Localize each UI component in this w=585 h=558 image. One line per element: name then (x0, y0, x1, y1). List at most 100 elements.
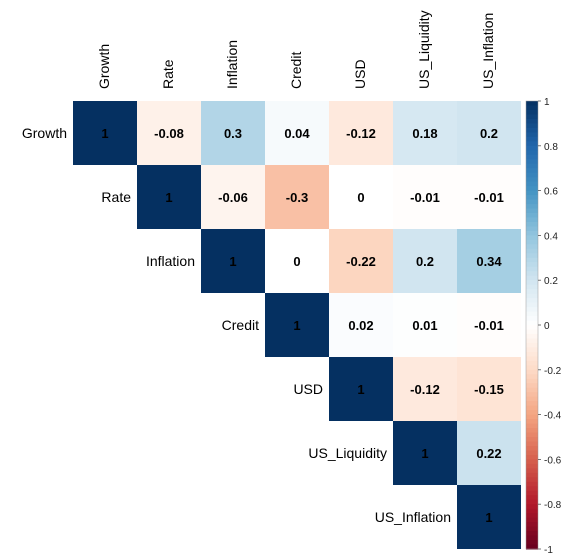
colorbar-segment (526, 531, 538, 537)
colorbar-segment (526, 127, 538, 133)
cell-value-label: 0.34 (476, 254, 502, 269)
colorbar-segment (526, 114, 538, 120)
colorbar-tick-label: -1 (544, 545, 553, 556)
colorbar-segment (526, 472, 538, 478)
colorbar-tick-label: -0.4 (544, 411, 562, 422)
colorbar-segment (526, 136, 538, 142)
heatmap-cell-Rate-USD (329, 165, 393, 229)
colorbar-segment (526, 123, 538, 129)
cell-value-label: 0.02 (348, 318, 373, 333)
colorbar-segment (526, 401, 538, 407)
colorbar-segment (526, 275, 538, 281)
column-label: US_Liquidity (416, 10, 432, 89)
colorbar-tick-label: -0.2 (544, 366, 562, 377)
colorbar-segment (526, 410, 538, 416)
colorbar-segment (526, 360, 538, 366)
cell-value-label: 0.2 (480, 126, 498, 141)
heatmap-cell-US_Liquidity-US_Inflation (457, 421, 521, 485)
cell-value-label: 0.3 (224, 126, 242, 141)
colorbar-segment (526, 239, 538, 245)
colorbar-segment (526, 226, 538, 232)
colorbar-segment (526, 190, 538, 196)
colorbar-segment (526, 217, 538, 223)
column-label: US_Inflation (480, 13, 496, 89)
heatmap-cell-Inflation-US_Liquidity (393, 229, 457, 293)
cell-value-label: -0.06 (218, 190, 248, 205)
cell-value-label: -0.01 (474, 190, 504, 205)
colorbar-segment (526, 213, 538, 219)
column-label: Rate (160, 59, 176, 89)
colorbar-segment (526, 441, 538, 447)
row-label: USD (293, 381, 323, 397)
colorbar-segment (526, 325, 538, 331)
cell-value-label: 0.2 (416, 254, 434, 269)
row-label: Credit (222, 317, 259, 333)
colorbar-segment (526, 271, 538, 277)
colorbar-segment (526, 262, 538, 268)
colorbar-segment (526, 522, 538, 528)
heatmap-cell-Credit-US_Liquidity (393, 293, 457, 357)
colorbar-segment (526, 132, 538, 138)
colorbar-segment (526, 481, 538, 487)
colorbar-segment (526, 109, 538, 116)
cell-value-label: 0 (357, 190, 364, 205)
colorbar-tick-label: -0.6 (544, 455, 562, 466)
colorbar-segment (526, 186, 538, 192)
cell-value-label: 0 (293, 254, 300, 269)
colorbar-segment (526, 181, 538, 187)
heatmap-cell-Credit-Credit (265, 293, 329, 357)
cell-value-label: 1 (229, 254, 236, 269)
colorbar-segment (526, 463, 538, 469)
colorbar-segment (526, 150, 538, 156)
heatmap-cell-Credit-USD (329, 293, 393, 357)
colorbar-segment (526, 208, 538, 214)
cell-value-label: -0.01 (474, 318, 504, 333)
colorbar-segment (526, 365, 538, 371)
colorbar-segment (526, 257, 538, 263)
cell-value-label: 1 (165, 190, 172, 205)
colorbar-segment (526, 477, 538, 483)
colorbar-segment (526, 459, 538, 465)
colorbar-segment (526, 311, 538, 317)
row-label: US_Inflation (375, 509, 451, 525)
column-label: Inflation (224, 40, 240, 89)
colorbar-segment (526, 437, 538, 443)
cell-value-label: 1 (421, 446, 428, 461)
cell-value-label: -0.15 (474, 382, 504, 397)
colorbar-segment (526, 105, 538, 111)
heatmap-cell-Rate-Inflation (201, 165, 265, 229)
heatmap-cell-USD-US_Liquidity (393, 357, 457, 421)
colorbar-segment (526, 168, 538, 174)
colorbar-segment (526, 316, 538, 322)
colorbar-segment (526, 141, 538, 147)
colorbar-segment (526, 423, 538, 429)
colorbar-segment (526, 221, 538, 228)
colorbar-segment (526, 118, 538, 124)
colorbar-segment (526, 504, 538, 510)
colorbar-segment (526, 248, 538, 254)
colorbar-segment (526, 486, 538, 492)
colorbar-tick-label: 0.2 (544, 276, 558, 287)
colorbar-segment (526, 369, 538, 375)
cell-value-label: -0.22 (346, 254, 376, 269)
colorbar-tick-label: 0 (544, 321, 550, 332)
colorbar-segment (526, 495, 538, 501)
colorbar-segment (526, 289, 538, 295)
colorbar-segment (526, 172, 538, 178)
colorbar-segment (526, 508, 538, 514)
heatmap-cell-Inflation-US_Inflation (457, 229, 521, 293)
cell-value-label: 0.04 (284, 126, 310, 141)
colorbar-segment (526, 163, 538, 169)
heatmap-cell-Rate-US_Inflation (457, 165, 521, 229)
colorbar-segment (526, 374, 538, 380)
column-label: Credit (288, 52, 304, 89)
heatmap-cell-Credit-US_Inflation (457, 293, 521, 357)
colorbar-segment (526, 356, 538, 362)
column-label: Growth (96, 44, 112, 89)
heatmap-cell-Growth-Inflation (201, 101, 265, 165)
colorbar-segment (526, 342, 538, 348)
colorbar-segment (526, 204, 538, 210)
colorbar-segment (526, 383, 538, 389)
heatmap-cell-US_Inflation-US_Inflation (457, 485, 521, 549)
colorbar-tick-label: 0.4 (544, 231, 558, 242)
